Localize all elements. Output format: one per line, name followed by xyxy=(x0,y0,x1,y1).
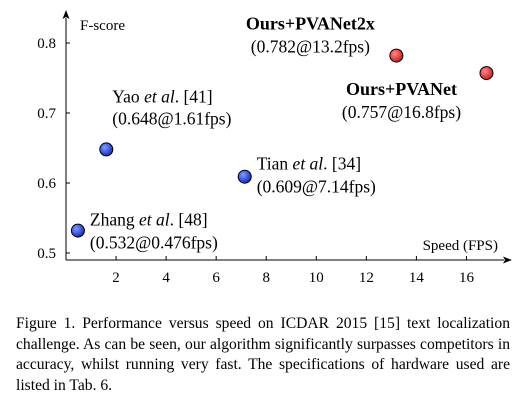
figure-caption: Figure 1. Performance versus speed on IC… xyxy=(16,314,510,396)
point-name-part: et al xyxy=(144,86,175,106)
y-tick-label: 0.5 xyxy=(37,246,56,262)
point-name-label: Tian et al. [34] xyxy=(257,154,361,174)
y-axis-title: F-score xyxy=(80,18,125,34)
x-tick-label: 4 xyxy=(162,270,170,286)
scatter-chart: 2 4 6 8 10 12 14 16 0.5 0.6 0.7 0.8 F-score Speed (FP… xyxy=(0,0,525,310)
point-name-part: Ours+PVANet xyxy=(346,79,457,99)
data-point xyxy=(71,224,84,237)
x-tick-label: 12 xyxy=(359,270,374,286)
point-name-label: Ours+PVANet2x xyxy=(246,14,375,34)
point-name-part: . [34] xyxy=(323,154,361,174)
x-tick-label: 8 xyxy=(262,270,270,286)
point-name-part: . [41] xyxy=(175,86,213,106)
point-value-label: (0.532@0.476fps) xyxy=(90,233,218,253)
point-name-part: et al xyxy=(293,154,324,174)
x-axis-title: Speed (FPS) xyxy=(423,238,498,254)
x-axis-arrow xyxy=(503,257,512,264)
point-name-part: Yao xyxy=(112,86,144,106)
y-axis-arrow xyxy=(63,10,70,19)
point-name-part: et al xyxy=(139,210,170,230)
x-tick-label: 2 xyxy=(112,270,120,286)
data-point xyxy=(480,67,493,80)
point-name-part: . [48] xyxy=(170,210,208,230)
data-point xyxy=(100,143,113,156)
x-tick-label: 10 xyxy=(309,270,324,286)
x-tick-label: 16 xyxy=(459,270,475,286)
point-name-label: Yao et al. [41] xyxy=(112,86,212,106)
point-value-label: (0.782@13.2fps) xyxy=(251,37,370,57)
x-tick-label: 14 xyxy=(409,270,425,286)
y-tick-label: 0.6 xyxy=(37,176,56,192)
point-name-part: Tian xyxy=(257,154,293,174)
point-value-label: (0.648@1.61fps) xyxy=(112,108,231,128)
y-tick-label: 0.8 xyxy=(37,36,56,52)
y-tick-label: 0.7 xyxy=(37,106,56,122)
point-name-part: Zhang xyxy=(90,210,139,230)
point-name-label: Zhang et al. [48] xyxy=(90,210,208,230)
data-point xyxy=(390,49,403,62)
point-value-label: (0.609@7.14fps) xyxy=(257,177,376,197)
x-tick-label: 6 xyxy=(212,270,220,286)
point-name-label: Ours+PVANet xyxy=(346,79,457,99)
point-value-label: (0.757@16.8fps) xyxy=(342,102,461,122)
point-name-part: Ours+PVANet2x xyxy=(246,14,375,34)
data-point xyxy=(238,170,251,183)
